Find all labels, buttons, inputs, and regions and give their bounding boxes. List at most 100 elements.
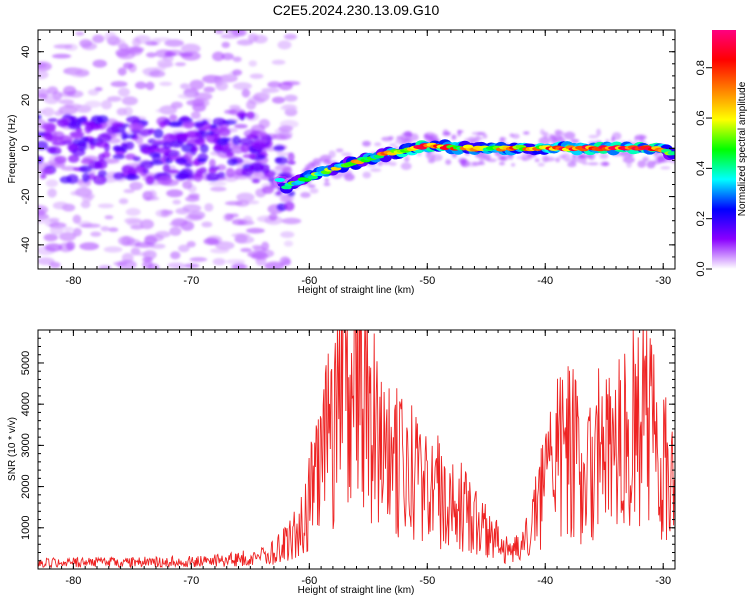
noise-blob xyxy=(214,30,224,34)
energy-blob xyxy=(175,157,188,165)
halo-blob xyxy=(374,142,382,147)
energy-blob xyxy=(184,163,193,168)
noise-blob xyxy=(259,90,271,100)
colorbar-tick-label: 0.4 xyxy=(695,161,707,176)
noise-blob xyxy=(117,67,127,76)
energy-blob xyxy=(47,118,58,123)
energy-blob xyxy=(212,117,226,126)
noise-blob xyxy=(236,192,255,202)
energy-blob xyxy=(68,154,80,163)
noise-blob xyxy=(166,189,184,198)
halo-blob xyxy=(563,131,576,140)
noise-blob xyxy=(72,227,82,237)
spectrogram-x-ticks: -80 -70 -60 -50 -40 -30 xyxy=(37,30,676,287)
energy-blob xyxy=(284,201,295,212)
noise-blob xyxy=(271,96,286,104)
noise-blob xyxy=(284,94,298,102)
noise-blob xyxy=(225,258,246,265)
energy-blob xyxy=(97,133,112,143)
noise-blob xyxy=(169,226,182,236)
noise-blob xyxy=(123,106,133,117)
energy-blob xyxy=(112,154,125,160)
noise-blob xyxy=(44,243,63,252)
halo-blob xyxy=(622,156,635,164)
noise-blob xyxy=(201,221,213,228)
halo-blob xyxy=(471,131,484,135)
energy-blob xyxy=(48,146,62,155)
energy-blob xyxy=(159,121,166,129)
noise-blob xyxy=(49,261,61,269)
halo-blob xyxy=(509,133,515,138)
energy-blob xyxy=(226,152,234,157)
noise-blob xyxy=(116,50,136,60)
noise-blob xyxy=(45,179,59,188)
noise-blob xyxy=(79,242,100,251)
noise-blob xyxy=(117,87,130,97)
halo-blob xyxy=(457,129,462,137)
noise-blob xyxy=(155,108,173,113)
noise-blob xyxy=(182,204,202,213)
spectrogram-blobs xyxy=(38,30,675,269)
energy-blob xyxy=(217,128,227,133)
noise-blob xyxy=(147,263,160,269)
noise-blob xyxy=(283,240,294,247)
colorbar: 0.0 0.2 0.4 0.6 0.8 Normalized spectral ampl… xyxy=(695,30,748,277)
noise-blob xyxy=(229,104,241,110)
colorbar-tick-label: 0.0 xyxy=(695,261,707,276)
halo-blob xyxy=(499,161,506,166)
energy-blob xyxy=(249,161,264,171)
halo-blob xyxy=(500,137,507,142)
energy-blob xyxy=(71,132,83,140)
noise-blob xyxy=(233,82,253,90)
noise-blob xyxy=(116,39,126,48)
noise-blob xyxy=(47,86,59,95)
noise-blob xyxy=(282,258,292,266)
halo-blob xyxy=(554,130,565,137)
halo-blob xyxy=(555,157,561,163)
noise-blob xyxy=(256,249,275,258)
noise-blob xyxy=(232,56,242,63)
energy-blob xyxy=(169,140,184,148)
noise-blob xyxy=(178,244,190,253)
x-tick-label: -60 xyxy=(301,275,317,287)
noise-blob xyxy=(230,263,248,269)
y-tick-label: 40 xyxy=(20,46,32,58)
halo-blob xyxy=(479,157,484,164)
halo-blob xyxy=(570,158,577,165)
energy-blob xyxy=(44,132,54,142)
energy-blob xyxy=(142,168,150,174)
x-tick-label: -40 xyxy=(537,575,553,587)
energy-blob xyxy=(112,172,125,180)
noise-blob xyxy=(242,215,253,224)
noise-blob xyxy=(212,258,226,266)
noise-blob xyxy=(84,100,102,108)
noise-blob xyxy=(235,200,250,207)
noise-blob xyxy=(246,227,265,234)
noise-blob xyxy=(148,190,157,200)
noise-blob xyxy=(97,203,114,209)
noise-blob xyxy=(164,39,184,47)
noise-blob xyxy=(280,231,295,239)
noise-blob xyxy=(149,70,166,78)
energy-blob xyxy=(287,160,296,165)
energy-blob xyxy=(206,130,214,136)
y-tick-label: 20 xyxy=(20,94,32,106)
halo-blob xyxy=(323,159,331,165)
colorbar-ticks: 0.0 0.2 0.4 0.6 0.8 xyxy=(695,60,712,277)
energy-blob xyxy=(201,119,209,125)
noise-blob xyxy=(268,213,278,221)
energy-blob xyxy=(80,136,89,144)
noise-blob xyxy=(103,246,123,253)
energy-blob xyxy=(52,141,67,146)
energy-blob xyxy=(206,172,220,182)
noise-blob xyxy=(283,33,298,40)
noise-blob xyxy=(53,44,73,49)
colorbar-tick-label: 0.8 xyxy=(695,60,707,75)
halo-blob xyxy=(309,188,319,194)
energy-blob xyxy=(38,114,42,120)
halo-blob xyxy=(400,136,410,142)
energy-blob xyxy=(149,160,164,166)
halo-blob xyxy=(646,160,656,169)
halo-blob xyxy=(521,157,530,162)
y-tick-label: -40 xyxy=(20,237,32,253)
